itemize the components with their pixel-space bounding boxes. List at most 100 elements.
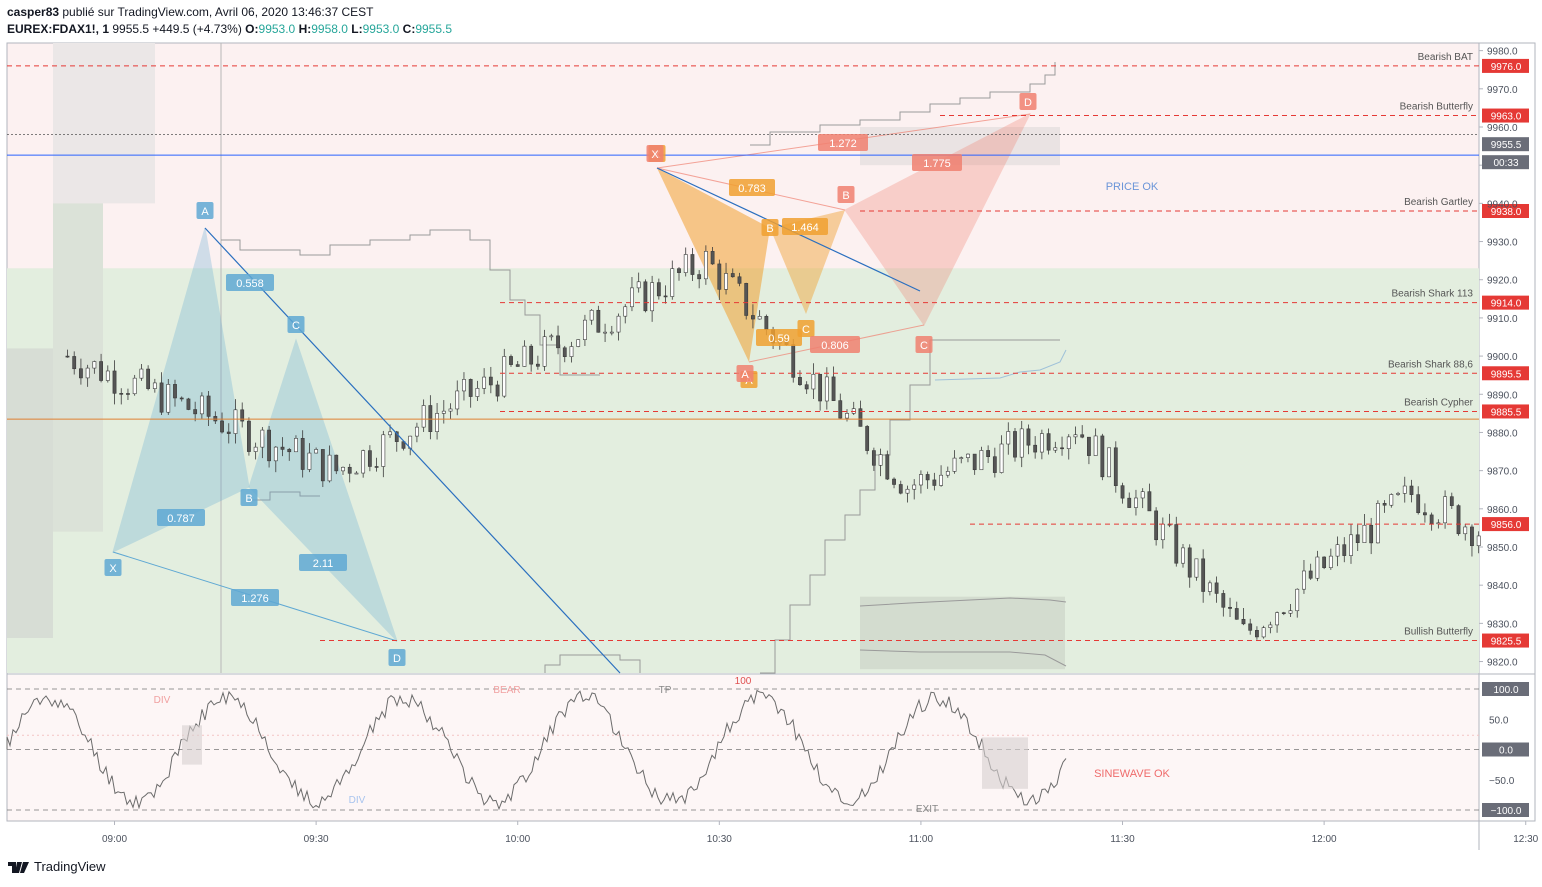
price-tag: 9976.0 (1491, 62, 1522, 73)
candle (1261, 627, 1266, 638)
candle (1073, 434, 1078, 438)
candle (515, 364, 520, 367)
pattern-point-label: X (109, 563, 117, 575)
osc-tick-label: −100.0 (1491, 806, 1522, 817)
ratio-label-bg (231, 589, 279, 606)
candle (139, 368, 144, 379)
publisher-name[interactable]: casper83 (7, 5, 60, 19)
candle (1382, 503, 1387, 506)
candle (1362, 524, 1367, 544)
candle (1033, 444, 1038, 453)
price-tick-label: 9870.0 (1487, 467, 1518, 478)
candle (616, 315, 621, 333)
candle (683, 254, 688, 273)
candle (1006, 431, 1011, 445)
candle (179, 397, 184, 400)
candle (576, 339, 581, 347)
price-tag-bg (1482, 366, 1529, 381)
candle (865, 426, 870, 451)
band-line (934, 349, 1067, 381)
target-level-label: Bullish Butterfly (1404, 627, 1473, 638)
candle (979, 450, 984, 471)
candle (603, 331, 607, 334)
price-tick-label: 9850.0 (1487, 543, 1518, 554)
candle (1147, 491, 1152, 512)
candle (905, 488, 910, 494)
trailing-step-line (221, 62, 1060, 674)
candle (193, 409, 198, 415)
candle (280, 446, 285, 450)
price-tag: 9963.0 (1491, 112, 1522, 123)
grey-block (860, 596, 1065, 670)
candle (1281, 612, 1286, 614)
candle (462, 379, 466, 392)
candle (959, 457, 964, 459)
candle (535, 363, 540, 367)
price-tick-label: 9840.0 (1487, 581, 1518, 592)
osc-tick-bg (1482, 803, 1529, 817)
price-change: +449.5 (+4.73%) (152, 22, 242, 36)
candle (1402, 485, 1407, 494)
pattern-point-label-bg (240, 489, 258, 506)
candle (341, 466, 345, 472)
grey-block (53, 43, 155, 204)
candle (253, 446, 258, 452)
ratio-label-bg (157, 509, 205, 526)
candle (892, 478, 896, 485)
candle (710, 251, 715, 265)
price-tag: 9885.5 (1491, 407, 1522, 418)
candle (858, 408, 863, 427)
pattern-point-label: B (766, 223, 773, 235)
high-value: 9958.0 (311, 22, 348, 36)
candle (1409, 485, 1414, 495)
candle (1013, 431, 1017, 458)
pattern-point-label: A (741, 369, 749, 381)
candle (509, 356, 513, 365)
candle (697, 274, 702, 280)
band-line (859, 649, 1067, 667)
candle (1342, 544, 1347, 556)
sinewave-ok-annotation: SINEWAVE OK (1094, 768, 1170, 780)
candle (1066, 436, 1071, 449)
candle (724, 273, 728, 290)
candle (1241, 618, 1246, 625)
pattern-point-label: C (920, 340, 928, 352)
candle (1429, 514, 1434, 524)
osc-signal-label: EXIT (916, 804, 938, 815)
candle (1160, 523, 1165, 541)
candle (630, 287, 634, 308)
price-tick-label: 9930.0 (1487, 238, 1518, 249)
candle (845, 413, 849, 419)
pattern-point-label-bg (1019, 93, 1037, 110)
candle (932, 479, 937, 486)
price-tick-label: 9960.0 (1487, 123, 1518, 134)
tradingview-footer[interactable]: TradingView (8, 859, 106, 876)
candle (919, 474, 923, 486)
candle (1302, 570, 1306, 590)
candle (878, 454, 883, 466)
ratio-label: 0.783 (738, 183, 766, 195)
pattern-point-label-bg (104, 559, 122, 576)
candle (1228, 606, 1232, 609)
candle (173, 384, 177, 399)
candle (99, 361, 103, 381)
candle (670, 268, 675, 297)
candle (730, 273, 735, 278)
candle (1201, 558, 1206, 592)
candle (1087, 436, 1091, 456)
price-tick-label: 9900.0 (1487, 352, 1518, 363)
candle (1060, 447, 1064, 450)
candle (898, 484, 903, 494)
candle (166, 384, 171, 413)
candle (1019, 428, 1024, 458)
symbol-name[interactable]: EUREX:FDAX1!, 1 (7, 22, 110, 36)
pattern-point-label-bg (837, 186, 855, 203)
price-tick-label: 9940.0 (1487, 199, 1518, 210)
candle (314, 449, 319, 454)
candle (267, 429, 271, 462)
publish-text: publié sur TradingView.com, Avril 06, 20… (59, 5, 374, 19)
candle (1134, 497, 1138, 508)
price-tag: 9895.5 (1491, 369, 1522, 380)
candle (1154, 510, 1159, 541)
